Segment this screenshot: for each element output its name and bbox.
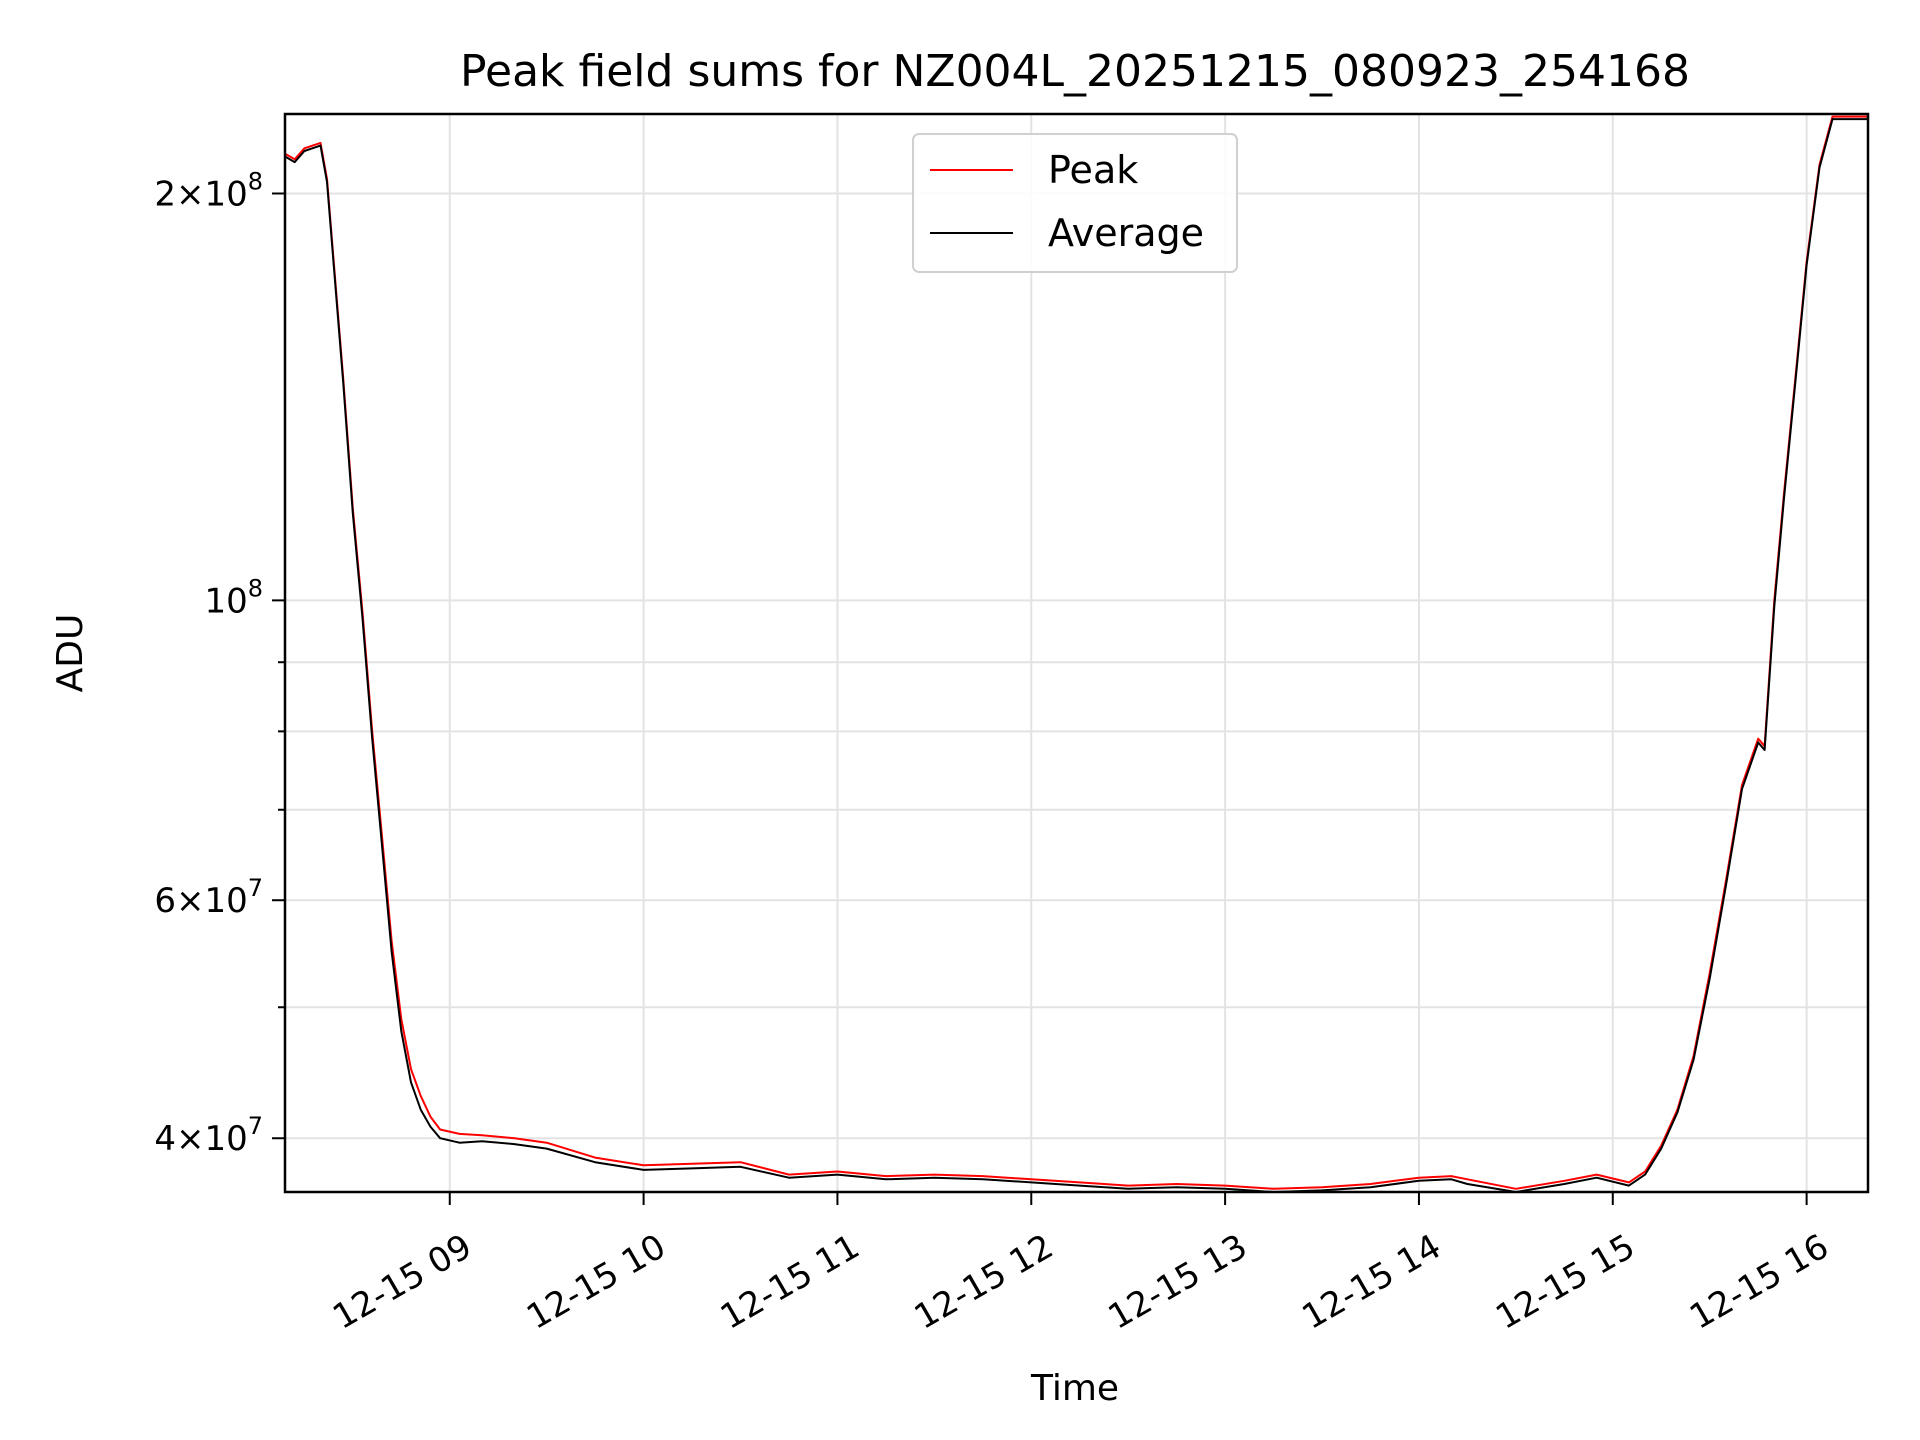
legend-box bbox=[912, 133, 1238, 273]
y-tick-label: 2×108 bbox=[154, 167, 263, 214]
series-lines bbox=[284, 115, 1868, 1193]
legend-label-peak: Peak bbox=[1048, 148, 1138, 192]
legend-label-average: Average bbox=[1048, 211, 1204, 255]
y-tick-label: 6×107 bbox=[154, 874, 263, 921]
grid bbox=[285, 114, 1868, 1192]
series-line-average bbox=[284, 118, 1868, 1193]
y-tick-label: 108 bbox=[204, 574, 263, 621]
plot-frame bbox=[283, 112, 1870, 1194]
y-tick-label: 4×107 bbox=[154, 1112, 263, 1159]
x-axis-label: Time bbox=[1030, 1368, 1119, 1409]
chart-title: Peak field sums for NZ004L_20251215_0809… bbox=[460, 46, 1690, 97]
legend: Peak Average bbox=[912, 133, 1238, 273]
y-axis-label: ADU bbox=[50, 614, 91, 693]
